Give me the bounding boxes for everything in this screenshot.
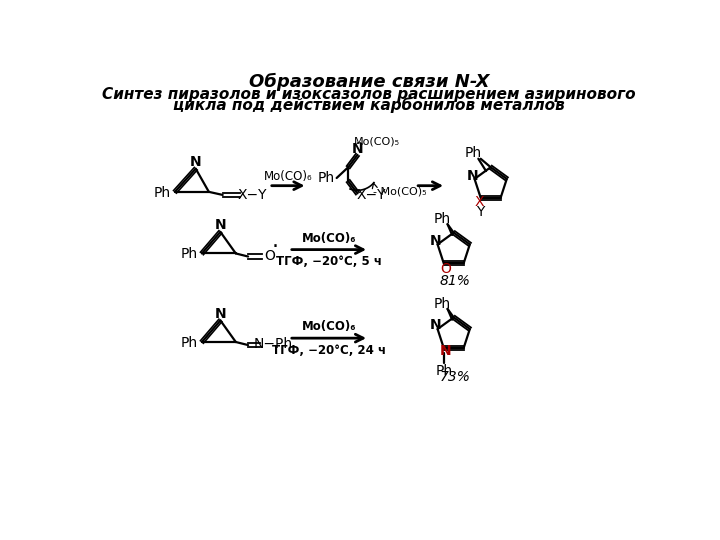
- Text: N: N: [190, 155, 202, 169]
- Text: Mo(CO)₆: Mo(CO)₆: [264, 170, 312, 183]
- Text: Y: Y: [477, 205, 485, 219]
- Text: ·: ·: [271, 237, 279, 257]
- Text: O: O: [441, 262, 451, 276]
- Text: N: N: [439, 344, 451, 358]
- Text: X−Y: X−Y: [356, 188, 386, 202]
- Text: N: N: [429, 318, 441, 332]
- Text: N: N: [429, 233, 441, 247]
- Text: Ph: Ph: [433, 212, 451, 226]
- Text: Ph: Ph: [318, 171, 336, 185]
- Text: цикла под действием карбонилов металлов: цикла под действием карбонилов металлов: [173, 98, 565, 113]
- Text: N: N: [467, 169, 478, 183]
- Text: Ph: Ph: [181, 247, 198, 261]
- Text: Ph: Ph: [154, 186, 171, 200]
- Text: Ph: Ph: [181, 336, 198, 350]
- Text: N̈: N̈: [351, 141, 364, 156]
- Text: Ph: Ph: [436, 364, 453, 378]
- Text: Mo(CO)₆: Mo(CO)₆: [302, 232, 356, 245]
- Text: Mo(CO)₅: Mo(CO)₅: [354, 137, 400, 147]
- Text: O: O: [264, 249, 275, 263]
- Text: Mo(CO)₆: Mo(CO)₆: [302, 320, 356, 333]
- Text: Ph: Ph: [464, 146, 482, 160]
- Text: N: N: [215, 218, 226, 232]
- Text: N−Ph: N−Ph: [253, 338, 292, 352]
- Text: Синтез пиразолов и изоксазолов расширением азиринового: Синтез пиразолов и изоксазолов расширени…: [102, 87, 636, 103]
- Text: - Mo(CO)₅: - Mo(CO)₅: [373, 187, 426, 197]
- Text: ТГФ, −20°С, 24 ч: ТГФ, −20°С, 24 ч: [272, 344, 386, 357]
- Text: X: X: [474, 195, 484, 208]
- Text: Ph: Ph: [433, 296, 451, 310]
- Text: X−Y: X−Y: [238, 188, 268, 202]
- Text: ТГФ, −20°С, 5 ч: ТГФ, −20°С, 5 ч: [276, 255, 382, 268]
- Text: 73%: 73%: [440, 370, 471, 383]
- Text: Образование связи N-X: Образование связи N-X: [248, 73, 490, 91]
- Text: 81%: 81%: [440, 274, 471, 288]
- Text: N: N: [215, 307, 226, 321]
